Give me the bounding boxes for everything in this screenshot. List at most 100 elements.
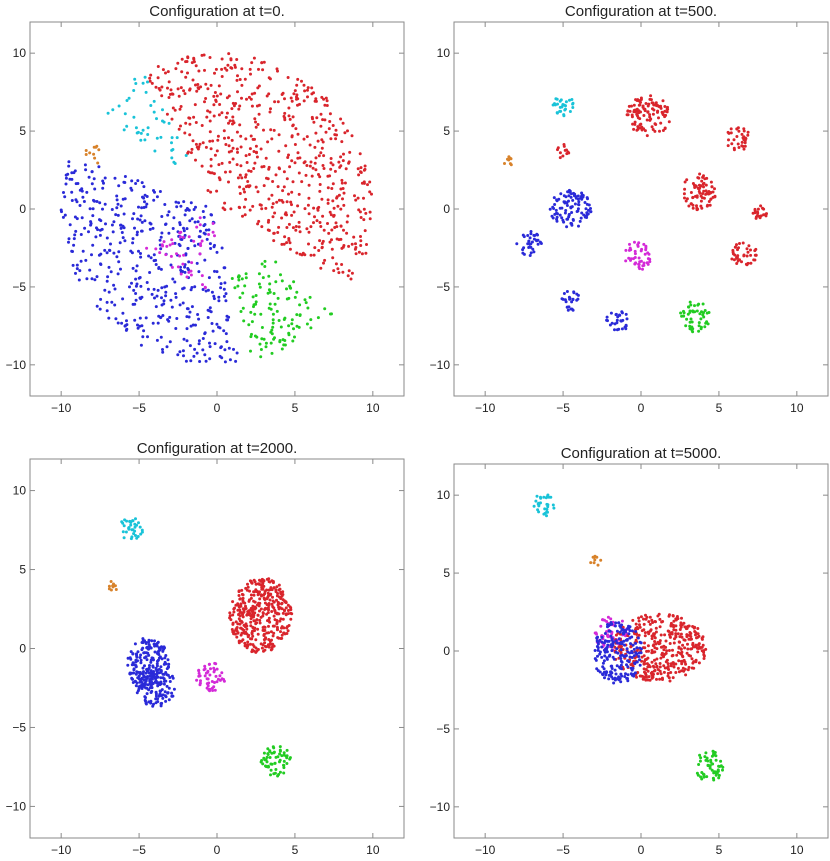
data-point: [620, 642, 624, 646]
data-point: [329, 213, 333, 217]
data-point: [577, 200, 581, 204]
data-point: [267, 218, 271, 222]
data-point: [522, 235, 526, 239]
data-point: [139, 131, 143, 135]
data-point: [266, 591, 270, 595]
data-point: [140, 687, 144, 690]
data-point: [210, 322, 214, 325]
data-point: [717, 776, 721, 780]
data-point: [178, 244, 182, 248]
data-point: [352, 235, 356, 239]
data-point: [215, 667, 219, 671]
data-point: [252, 615, 255, 619]
data-point: [552, 506, 556, 510]
data-point: [628, 109, 632, 113]
data-point: [347, 161, 351, 165]
data-point: [154, 85, 158, 89]
data-point: [173, 108, 177, 112]
data-point: [613, 668, 617, 672]
data-point: [142, 185, 146, 189]
data-point: [171, 277, 175, 281]
data-point: [228, 170, 232, 174]
data-point: [251, 625, 255, 629]
data-point: [633, 240, 636, 244]
data-point: [238, 173, 242, 177]
data-point: [577, 203, 581, 207]
data-point: [696, 303, 700, 307]
data-point: [189, 269, 193, 273]
data-point: [189, 288, 193, 292]
data-point: [332, 214, 336, 218]
data-point: [653, 632, 656, 636]
cluster-magenta: [624, 240, 652, 271]
data-point: [643, 634, 647, 638]
data-point: [83, 163, 87, 167]
data-point: [704, 751, 708, 755]
data-point: [643, 631, 647, 635]
data-point: [154, 247, 158, 251]
data-point: [184, 75, 188, 79]
data-point: [235, 58, 239, 61]
data-point: [99, 262, 102, 266]
data-point: [334, 128, 338, 132]
data-point: [658, 617, 662, 621]
data-point: [91, 214, 95, 218]
data-point: [103, 288, 107, 292]
data-point: [559, 192, 563, 196]
data-point: [63, 213, 67, 217]
data-point: [278, 339, 282, 342]
data-point: [339, 237, 343, 241]
data-point: [128, 672, 132, 676]
data-point: [223, 348, 227, 352]
data-point: [140, 530, 144, 534]
data-point: [166, 70, 170, 74]
data-point: [209, 213, 213, 217]
data-point: [637, 616, 641, 620]
data-point: [82, 200, 86, 203]
data-point: [220, 161, 224, 165]
data-point: [702, 775, 706, 779]
data-point: [243, 213, 247, 217]
data-point: [347, 269, 351, 273]
data-point: [319, 266, 323, 270]
data-point: [78, 204, 82, 207]
data-point: [162, 299, 166, 303]
data-point: [274, 280, 278, 284]
data-point: [290, 190, 294, 194]
data-point: [262, 751, 266, 755]
data-point: [677, 659, 681, 663]
data-point: [615, 647, 619, 651]
data-point: [157, 681, 161, 685]
data-point: [139, 661, 143, 665]
data-point: [721, 765, 725, 769]
data-point: [637, 265, 641, 269]
data-point: [144, 316, 148, 320]
data-point: [258, 578, 261, 582]
scatter-points: [107, 517, 294, 778]
data-point: [620, 327, 624, 331]
data-point: [244, 630, 248, 634]
data-point: [230, 138, 234, 142]
data-point: [603, 676, 606, 680]
data-point: [148, 271, 152, 274]
data-point: [138, 276, 142, 279]
data-point: [648, 115, 652, 119]
data-point: [617, 637, 621, 641]
data-point: [95, 304, 99, 308]
data-point: [296, 151, 300, 155]
y-tick-label: 0: [19, 642, 26, 656]
data-point: [347, 244, 351, 248]
data-point: [295, 290, 299, 294]
data-point: [173, 162, 177, 165]
data-point: [148, 664, 151, 667]
data-point: [149, 256, 153, 260]
data-point: [674, 634, 678, 638]
data-point: [168, 315, 172, 319]
data-point: [131, 241, 135, 245]
cluster-cyan: [120, 517, 144, 541]
data-point: [697, 324, 701, 328]
cluster-blue: [548, 188, 593, 229]
data-point: [112, 251, 116, 255]
data-point: [637, 633, 641, 637]
